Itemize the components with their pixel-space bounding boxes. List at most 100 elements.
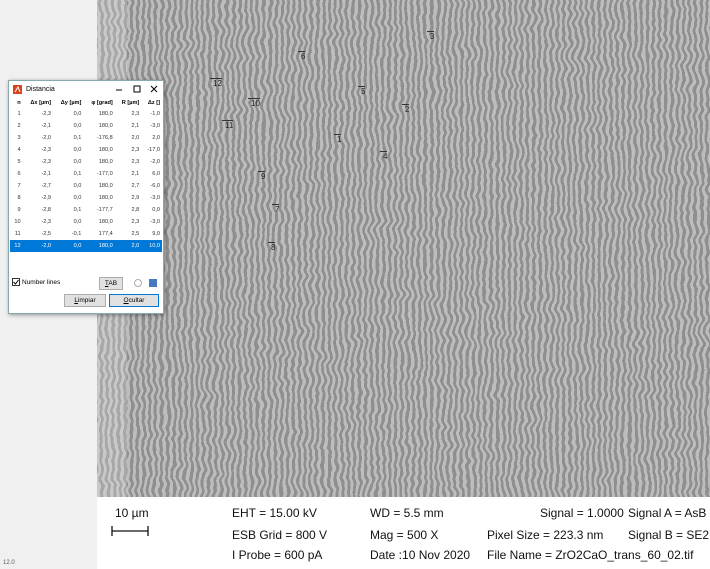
marker-label: 1: [334, 134, 341, 144]
checkbox[interactable]: [12, 278, 20, 286]
cell: 7: [10, 180, 23, 192]
cell: 180,0: [83, 180, 114, 192]
info-text: ESB Grid = 800 V: [232, 528, 327, 542]
marker-label: 3: [427, 31, 434, 41]
cell: -2,3: [23, 144, 53, 156]
cell: 2,0: [141, 132, 162, 144]
cell: -2,0: [23, 132, 53, 144]
hide-button[interactable]: Ocultar: [109, 294, 159, 307]
cell: 0,0: [141, 204, 162, 216]
cell: 10,0: [141, 240, 162, 252]
cell: 10: [10, 216, 23, 228]
cell: 5: [10, 156, 23, 168]
marker-label: 7: [272, 204, 279, 214]
cell: -2,8: [23, 204, 53, 216]
cell: 2,0: [115, 240, 142, 252]
cell: 2,7: [115, 180, 142, 192]
info-text: Signal B = SE2: [628, 528, 709, 542]
cell: -1,0: [141, 108, 162, 120]
cell: -2,1: [23, 120, 53, 132]
marker-label: 8: [268, 242, 275, 252]
cell: -2,0: [141, 156, 162, 168]
cell: 1: [10, 108, 23, 120]
cell: -2,9: [23, 192, 53, 204]
cell: 0,1: [53, 132, 83, 144]
cell: -177,0: [83, 168, 114, 180]
column-header: Δx [µm]: [23, 97, 53, 108]
column-header: φ [grad]: [83, 97, 114, 108]
cell: 0,0: [53, 120, 83, 132]
marker-label: 6: [298, 51, 305, 61]
cell: 0,0: [53, 144, 83, 156]
column-header: n: [10, 97, 23, 108]
cell: 12: [10, 240, 23, 252]
info-text: Date :10 Nov 2020: [370, 548, 470, 562]
cell: 0,0: [53, 108, 83, 120]
cell: 0,0: [53, 156, 83, 168]
cell: -2,3: [23, 108, 53, 120]
scale-label: 10 µm: [115, 506, 149, 520]
cell: 180,0: [83, 156, 114, 168]
tab-button[interactable]: TAB: [99, 277, 123, 290]
cell: -2,3: [23, 216, 53, 228]
tool-icons[interactable]: [133, 278, 159, 288]
cell: 180,0: [83, 144, 114, 156]
cell: -17,0: [141, 144, 162, 156]
cell: 9: [10, 204, 23, 216]
clear-button[interactable]: Limpiar: [64, 294, 106, 307]
cell: -0,1: [53, 228, 83, 240]
column-header: Δz []: [141, 97, 162, 108]
cell: 2,3: [115, 144, 142, 156]
marker-label: 11: [222, 120, 233, 130]
cell: -6,0: [141, 180, 162, 192]
column-header: R [µm]: [115, 97, 142, 108]
info-text: WD = 5.5 mm: [370, 506, 444, 520]
cell: 0,1: [53, 204, 83, 216]
cell: 2,0: [115, 132, 142, 144]
cell: 11: [10, 228, 23, 240]
cell: 180,0: [83, 216, 114, 228]
cell: 177,4: [83, 228, 114, 240]
cell: 2: [10, 120, 23, 132]
cell: 0,0: [53, 180, 83, 192]
cell: 2,3: [115, 156, 142, 168]
cell: 180,0: [83, 240, 114, 252]
cell: 2,3: [115, 216, 142, 228]
marker-label: 4: [380, 151, 387, 161]
cell: 3: [10, 132, 23, 144]
dialog-title: Distancia: [26, 86, 55, 93]
cell: 8: [10, 192, 23, 204]
info-text: I Probe = 600 pA: [232, 548, 322, 562]
cell: -2,0: [23, 240, 53, 252]
info-text: EHT = 15.00 kV: [232, 506, 317, 520]
cell: 180,0: [83, 192, 114, 204]
marker-label: 5: [358, 86, 365, 96]
cell: 0,0: [53, 240, 83, 252]
cell: -177,7: [83, 204, 114, 216]
cell: -3,0: [141, 192, 162, 204]
cell: 0,1: [53, 168, 83, 180]
cell: -2,3: [23, 156, 53, 168]
window-controls[interactable]: [114, 84, 162, 95]
footer-text: 12.0: [3, 560, 15, 566]
cell: 0,0: [53, 216, 83, 228]
info-text: Signal A = AsB: [628, 506, 706, 520]
cell: -2,7: [23, 180, 53, 192]
cell: 4: [10, 144, 23, 156]
scale-bar: [111, 525, 151, 537]
screen: 12.0 10 µm EHT = 15.00 kV ESB Grid = 800…: [0, 0, 710, 569]
info-text: Signal = 1.0000: [540, 506, 624, 520]
cell: 0,0: [53, 192, 83, 204]
cell: 6,0: [141, 168, 162, 180]
cell: -176,8: [83, 132, 114, 144]
